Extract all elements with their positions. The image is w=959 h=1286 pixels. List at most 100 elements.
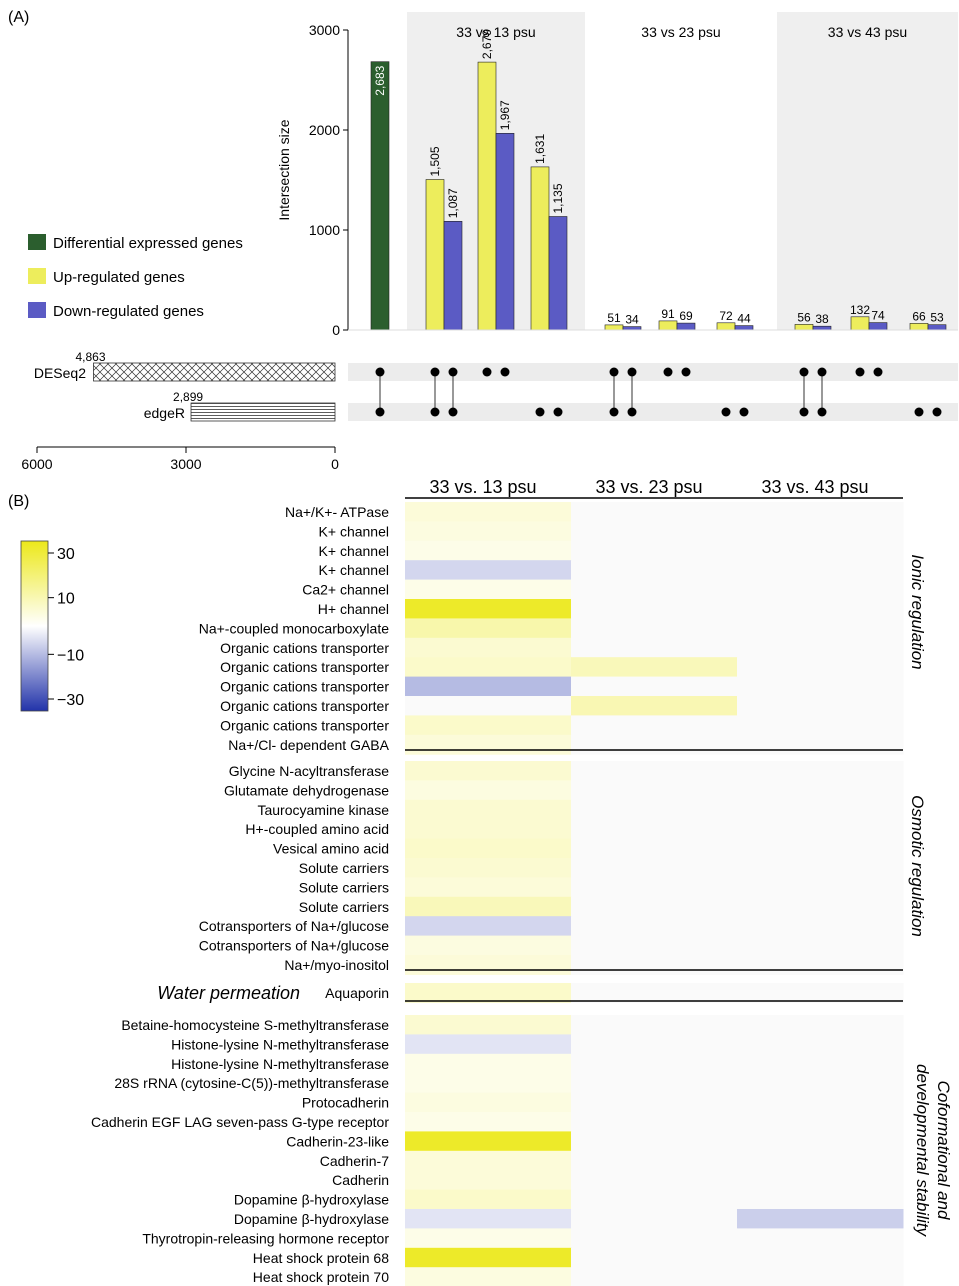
heatmap-cell <box>737 1247 904 1268</box>
heatmap-cell <box>405 819 572 840</box>
bar <box>734 325 754 331</box>
heatmap-cell <box>737 819 904 840</box>
heatmap-row-label: Na+/Cl- dependent GABA <box>228 737 389 753</box>
bar-value-label: 56 <box>797 310 811 324</box>
heatmap-cell <box>571 1228 738 1249</box>
bar-layer: 2,683 1,505 1,087 2,679 1,967 1,631 1,135 51 34 9… <box>348 29 958 331</box>
matrix-dot <box>448 407 458 417</box>
bar-value-label: 1,967 <box>498 100 512 130</box>
heatmap-cell <box>737 1170 904 1191</box>
heatmap-cell <box>571 1053 738 1074</box>
set-matrix <box>348 363 958 421</box>
heatmap-cell <box>405 1092 572 1113</box>
heatmap-cell <box>405 599 572 619</box>
heatmap-cell <box>571 916 738 937</box>
bar <box>658 320 678 331</box>
heatmap-cell <box>737 799 904 820</box>
heatmap-cell <box>737 761 904 781</box>
heatmap-row-label: Dopamine β-hydroxylase <box>234 1192 389 1208</box>
heatmap-cell <box>405 502 572 522</box>
heatmap-cell <box>571 819 738 840</box>
matrix-row-shade <box>348 403 958 421</box>
y-tick-label: 3000 <box>309 22 340 38</box>
heatmap-cell <box>571 676 738 697</box>
heatmap-cell <box>405 540 572 561</box>
matrix-dot <box>482 367 492 377</box>
heatmap-cell <box>571 983 738 1003</box>
heatmap-row-label: Heat shock protein 70 <box>253 1269 389 1285</box>
matrix-dot <box>500 367 510 377</box>
heatmap-cell <box>737 540 904 561</box>
heatmap-cell <box>737 502 904 522</box>
heatmap-cell <box>571 715 738 736</box>
bar <box>909 323 929 331</box>
heatmap-cell <box>405 676 572 697</box>
heatmap-cell <box>571 1092 738 1113</box>
bar <box>812 325 832 331</box>
heatmap-cell <box>405 858 572 878</box>
heatmap-cell <box>737 521 904 542</box>
panel-a-label: (A) <box>8 9 29 26</box>
heatmap-cell <box>571 761 738 781</box>
y-tick-label: 0 <box>332 322 340 338</box>
heatmap-cell <box>571 734 738 755</box>
bar <box>477 61 497 331</box>
heatmap-row-label: Cotransporters of Na+/glucose <box>199 938 389 954</box>
heatmap-cell <box>405 657 572 678</box>
heatmap-cell <box>737 618 904 639</box>
heatmap-cell <box>405 715 572 736</box>
bar <box>850 316 870 331</box>
heatmap-cell <box>405 896 572 917</box>
bar <box>495 133 515 331</box>
heatmap-cell <box>737 1209 904 1229</box>
matrix-dot <box>375 407 385 417</box>
heatmap-cell <box>571 1073 738 1094</box>
matrix-dot <box>799 407 809 417</box>
bar-value-label: 74 <box>871 309 885 323</box>
heatmap-cell <box>737 780 904 801</box>
bar <box>794 324 814 331</box>
heatmap-cell <box>405 1150 572 1171</box>
group-title: 33 vs 13 psu <box>456 24 535 40</box>
heatmap-cell <box>737 1092 904 1113</box>
heatmap-cell <box>737 1112 904 1132</box>
heatmap-cell <box>737 1073 904 1094</box>
heatmap-cell <box>737 1189 904 1210</box>
heatmap-row-label: Taurocyamine kinase <box>257 802 389 818</box>
bar <box>530 166 550 331</box>
matrix-dot <box>914 407 924 417</box>
heatmap-cell <box>571 540 738 561</box>
heatmap-cell <box>571 858 738 878</box>
bar-value-label: 91 <box>661 307 675 321</box>
heatmap-cell <box>571 1209 738 1229</box>
heatmap-row-label: Ca2+ channel <box>302 582 389 598</box>
bar-value-label: 1,087 <box>446 188 460 218</box>
heatmap-cell <box>405 1209 572 1229</box>
matrix-dot <box>375 367 385 377</box>
heatmap-cell <box>405 838 572 859</box>
heatmap-column-header: 33 vs. 23 psu <box>595 477 702 497</box>
heatmap-row-label: Heat shock protein 68 <box>253 1250 389 1266</box>
heatmap-row-label: Na+/K+- ATPase <box>285 504 389 520</box>
heatmap-row-label: K+ channel <box>319 543 389 559</box>
section-label: Coformational and <box>934 1081 953 1220</box>
heatmap-cell <box>737 676 904 697</box>
heatmap-cell <box>737 858 904 878</box>
bar-value-label: 1,135 <box>551 183 565 213</box>
heatmap-cell <box>737 877 904 898</box>
colorbar-tick-label: 30 <box>57 546 75 563</box>
bar-value-label: 69 <box>679 309 693 323</box>
heatmap-cell <box>571 599 738 619</box>
matrix-dot <box>430 367 440 377</box>
set-name: edgeR <box>144 405 185 421</box>
heatmap-cell <box>405 1131 572 1152</box>
heatmap: 33 vs. 13 psu 33 vs. 23 psu 33 vs. 43 psu N… <box>91 477 953 1286</box>
heatmap-row-label: Na+-coupled monocarboxylate <box>199 620 389 636</box>
matrix-dot <box>681 367 691 377</box>
matrix-dot <box>739 407 749 417</box>
heatmap-row-label: Solute carriers <box>299 860 389 876</box>
heatmap-cell <box>737 1267 904 1286</box>
bar-value-label: 1,505 <box>428 146 442 176</box>
heatmap-cell <box>737 637 904 658</box>
